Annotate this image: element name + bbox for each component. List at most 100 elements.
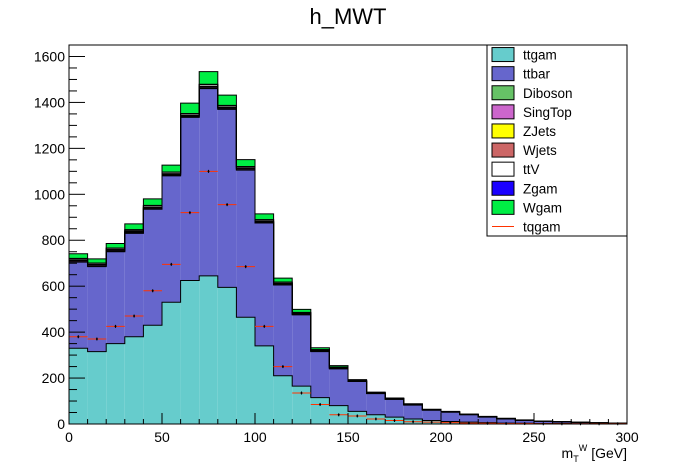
bar-ttbar-16 [366, 393, 386, 415]
bar-ttgam-9 [236, 317, 255, 424]
bar-wgam-6 [180, 103, 200, 114]
bar-ttbar-12 [292, 314, 311, 387]
legend-swatch-zjets [491, 123, 515, 139]
bar-ttbar-10 [255, 223, 274, 346]
legend-swatch-ttgam [491, 47, 515, 63]
legend-label-ttbar: ttbar [523, 67, 551, 82]
bar-ttbar-20 [441, 412, 460, 422]
bar-ttbar-17 [385, 399, 404, 418]
bar-wgam-9 [236, 159, 255, 167]
bar-ttgam-6 [180, 280, 200, 424]
bar-wgam-12 [292, 309, 311, 313]
legend-entry-ttgam: ttgam [491, 47, 557, 63]
x-tick-label-3: 150 [336, 429, 360, 445]
overlay-point-16 [366, 417, 386, 421]
bar-wgam-2 [106, 243, 125, 249]
bar-ttgam-8 [217, 287, 237, 424]
legend-entry-wjets: Wjets [491, 142, 557, 158]
bar-wgam-1 [87, 258, 107, 263]
bar-ttbar-13 [310, 351, 330, 398]
bar-ttbar-5 [162, 175, 181, 303]
legend: ttgam ttbar Diboson SingTop ZJets Wjets ttV Zga… [486, 44, 628, 237]
overlay-point-10 [255, 324, 274, 328]
bar-wgam-5 [162, 165, 181, 173]
bar-ttv-0 [69, 258, 88, 260]
bar-ttv-2 [106, 248, 125, 250]
x-axis: 0 50 100 150 200 250 300 [65, 413, 639, 445]
bar-wgam-4 [143, 198, 162, 206]
x-tick-label-4: 200 [429, 429, 453, 445]
legend-swatch-wgam [491, 199, 515, 215]
bar-ttgam-1 [87, 351, 107, 424]
bar-ttgam-3 [124, 336, 144, 424]
bar-ttbar-14 [329, 368, 348, 406]
x-axis-title: mTW [GeV] [562, 443, 627, 464]
overlay-point-18 [403, 420, 423, 424]
bar-ttgam-15 [348, 411, 367, 424]
y-tick-label-6: 1200 [34, 140, 65, 156]
overlay-point-9 [236, 265, 255, 269]
overlay-point-14 [329, 413, 348, 417]
bar-wgam-13 [310, 347, 330, 350]
bar-ttbar-8 [217, 109, 237, 288]
legend-label-wgam: Wgam [523, 200, 562, 215]
bar-ttbar-23 [496, 418, 516, 424]
bar-singtop-7 [199, 87, 218, 89]
bar-wgam-0 [69, 253, 88, 259]
bar-ttbar-22 [478, 417, 497, 423]
overlay-point-8 [217, 203, 237, 207]
x-tick-label-0: 0 [65, 429, 73, 445]
bar-ttbar-11 [273, 285, 293, 376]
bar-ttgam-12 [292, 386, 311, 424]
bar-ttv-8 [217, 105, 237, 108]
y-tick-label-2: 400 [42, 324, 66, 340]
legend-swatch-ttbar [491, 66, 515, 82]
legend-label-zgam: Zgam [523, 181, 558, 196]
legend-entry-ttv: ttV [491, 161, 540, 177]
bar-ttbar-9 [236, 170, 255, 318]
legend-entry-ttbar: ttbar [491, 66, 551, 82]
legend-entry-tqgam: tqgam [492, 219, 561, 234]
bar-ttgam-5 [162, 302, 181, 424]
bar-wgam-10 [255, 213, 274, 220]
overlay-point-1 [87, 337, 107, 341]
y-tick-label-7: 1400 [34, 94, 65, 110]
legend-label-wjets: Wjets [523, 143, 557, 158]
legend-entry-singtop: SingTop [491, 104, 572, 120]
bar-ttbar-3 [124, 233, 144, 337]
overlay-point-17 [385, 419, 404, 423]
x-axis-title-main: m [562, 445, 574, 461]
bar-ttv-1 [87, 263, 107, 265]
legend-label-ttv: ttV [523, 162, 540, 177]
chart-title: h_MWT [310, 4, 387, 29]
legend-swatch-singtop [491, 104, 515, 120]
bar-ttgam-13 [310, 397, 330, 424]
bar-ttbar-2 [106, 251, 125, 344]
legend-entry-zgam: Zgam [491, 180, 558, 196]
bar-ttv-4 [143, 205, 162, 207]
overlay-point-15 [348, 414, 367, 418]
bar-ttgam-10 [255, 345, 274, 424]
stack-ttgam [69, 275, 627, 424]
x-axis-title-superscript: W [579, 443, 588, 453]
bar-ttgam-0 [69, 348, 88, 424]
bar-ttv-9 [236, 166, 255, 168]
legend-swatch-wjets [491, 142, 515, 158]
overlay-point-0 [69, 335, 88, 339]
bar-ttgam-7 [199, 275, 218, 424]
overlay-point-5 [162, 262, 181, 266]
legend-label-ttgam: ttgam [523, 48, 557, 63]
x-tick-label-1: 50 [154, 429, 170, 445]
overlay-point-6 [180, 211, 200, 215]
x-axis-title-unit: [GeV] [591, 445, 627, 461]
legend-entry-wgam: Wgam [491, 199, 562, 215]
bar-ttbar-0 [69, 262, 88, 349]
bar-wgam-3 [124, 223, 144, 230]
overlay-point-11 [273, 365, 293, 369]
overlay-point-4 [143, 289, 162, 293]
bar-ttbar-15 [348, 381, 367, 412]
y-tick-label-3: 600 [42, 278, 66, 294]
overlay-point-7 [199, 169, 218, 173]
bar-ttgam-11 [273, 375, 293, 424]
